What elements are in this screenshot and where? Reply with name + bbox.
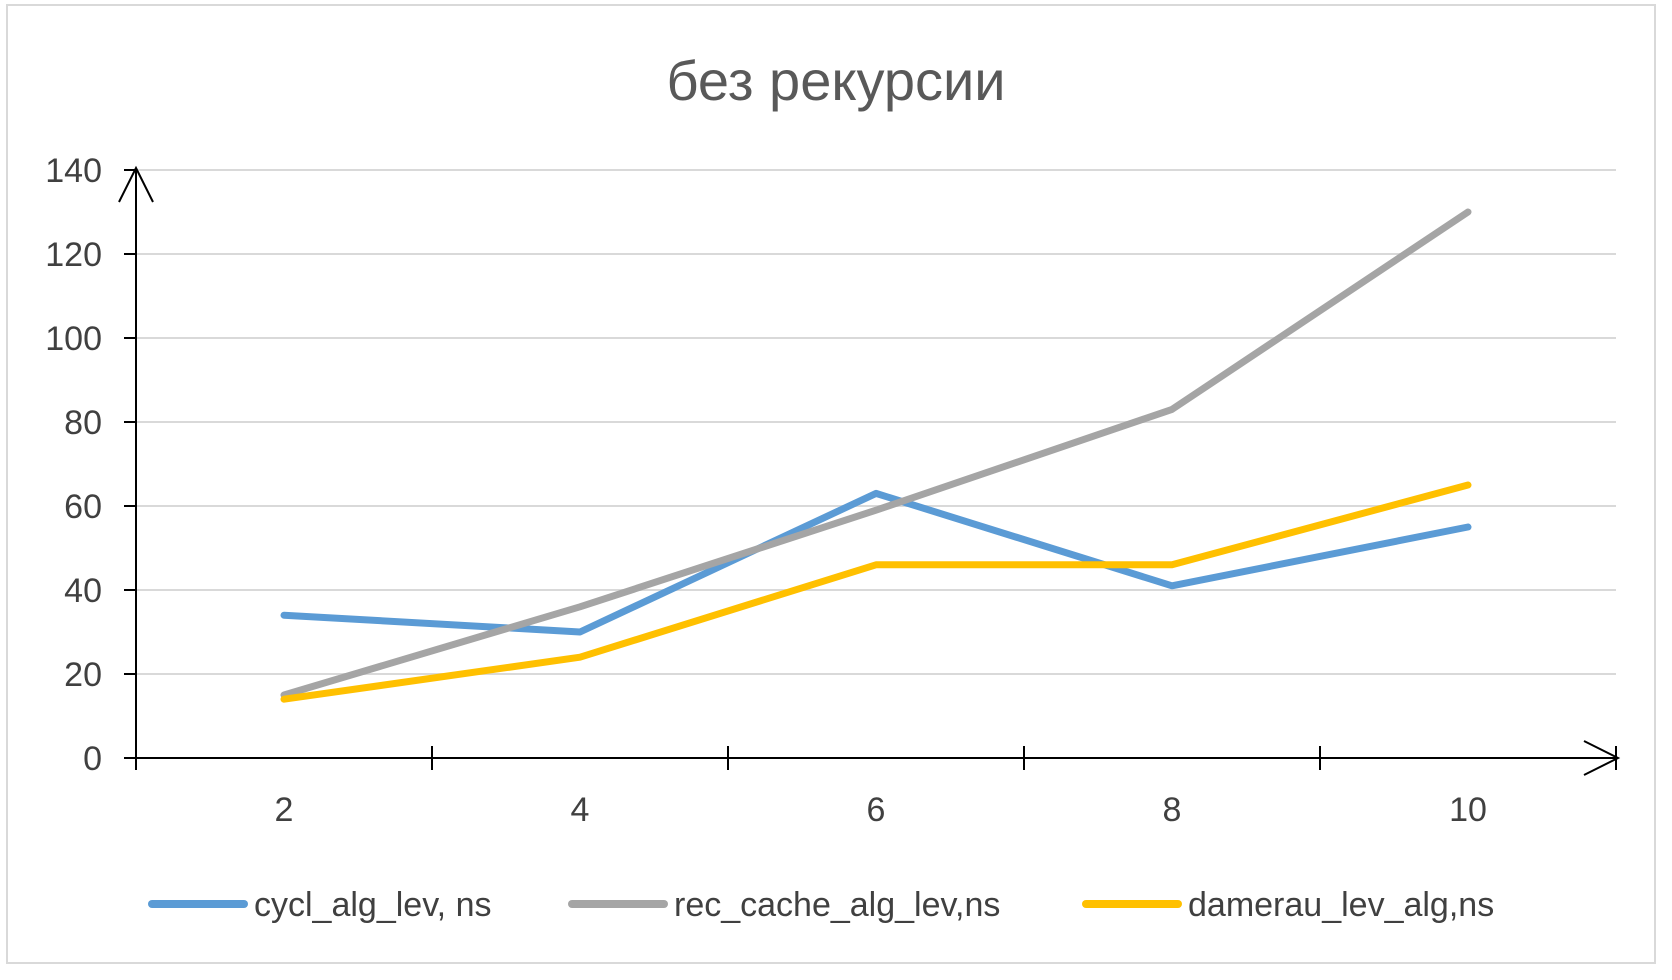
y-axis-arrow bbox=[118, 165, 154, 203]
x-tick-label: 6 bbox=[867, 791, 886, 829]
y-tick-label: 100 bbox=[45, 320, 102, 358]
y-tick-label: 40 bbox=[64, 572, 102, 610]
y-tick-label: 0 bbox=[83, 740, 102, 778]
x-tick-label: 10 bbox=[1449, 791, 1487, 829]
legend-label: rec_cache_alg_lev,ns bbox=[674, 886, 1000, 924]
y-tick-labels: 0 20 40 60 80 100 120 140 bbox=[45, 152, 102, 778]
legend-label: damerau_lev_alg,ns bbox=[1188, 886, 1494, 924]
y-tick-label: 80 bbox=[64, 404, 102, 442]
series-line-3 bbox=[280, 481, 1472, 703]
x-tick-label: 8 bbox=[1163, 791, 1182, 829]
legend: cycl_alg_lev, ns rec_cache_alg_lev,ns dame… bbox=[148, 886, 1494, 924]
y-tick-label: 20 bbox=[64, 656, 102, 694]
x-tick-label: 2 bbox=[275, 791, 294, 829]
x-axis-arrow bbox=[1583, 740, 1621, 776]
x-tick-labels: 2 4 6 8 10 bbox=[275, 791, 1487, 829]
y-tick-label: 140 bbox=[45, 152, 102, 190]
y-tick-label: 120 bbox=[45, 236, 102, 274]
legend-label: cycl_alg_lev, ns bbox=[254, 886, 492, 924]
series-line-2 bbox=[280, 208, 1472, 699]
chart-frame bbox=[6, 4, 1656, 964]
x-tick-label: 4 bbox=[571, 791, 590, 829]
series-line-1 bbox=[280, 489, 1472, 636]
grid-lines bbox=[136, 169, 1616, 675]
y-tick-label: 60 bbox=[64, 488, 102, 526]
series-lines bbox=[280, 208, 1472, 703]
axes bbox=[118, 165, 1621, 776]
chart-title: без рекурсии bbox=[666, 49, 1005, 112]
